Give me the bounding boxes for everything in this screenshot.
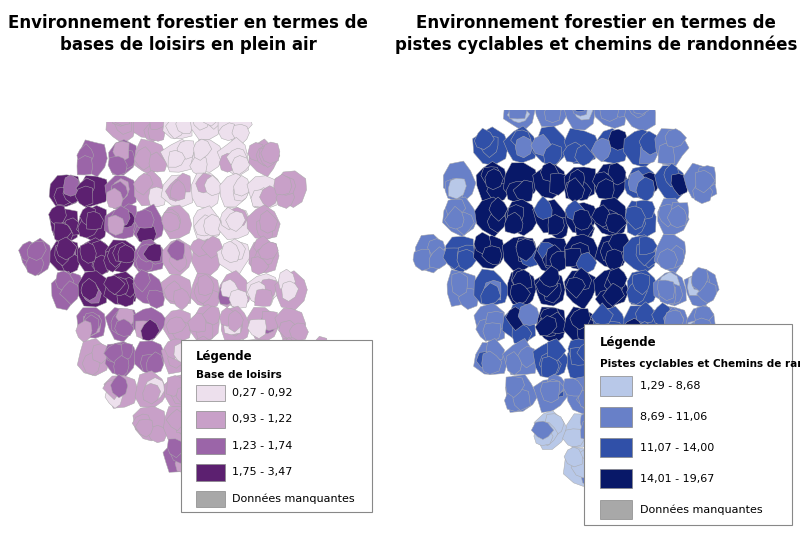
Text: Environnement forestier en termes de: Environnement forestier en termes de <box>8 14 368 32</box>
Text: pistes cyclables et chemins de randonnées: pistes cyclables et chemins de randonnée… <box>395 36 797 55</box>
Text: bases de loisirs en plein air: bases de loisirs en plein air <box>59 36 317 54</box>
Text: Environnement forestier en termes de: Environnement forestier en termes de <box>416 14 776 32</box>
